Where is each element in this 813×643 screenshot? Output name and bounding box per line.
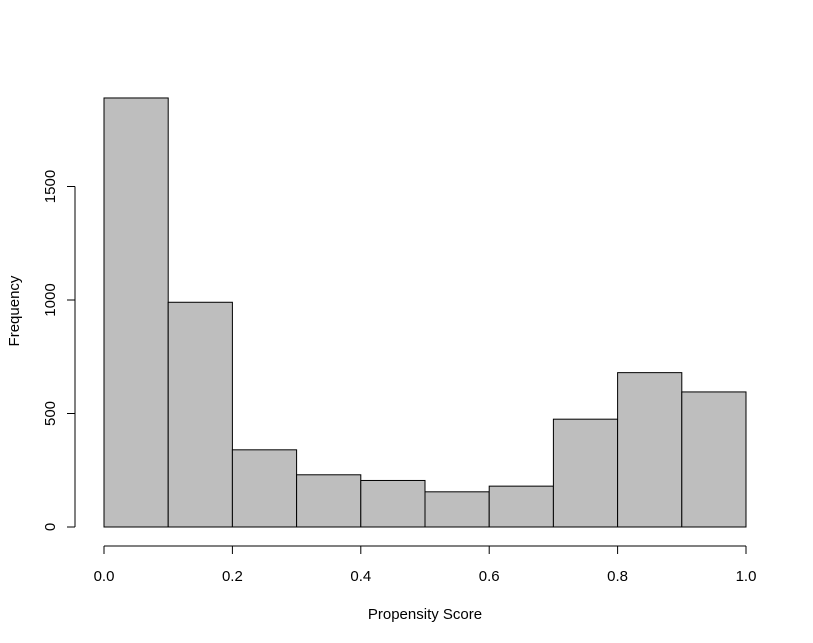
histogram-bar: [296, 474, 362, 528]
histogram-bar: [552, 418, 619, 528]
x-tick-label: 0.8: [607, 568, 628, 585]
histogram-bar: [360, 479, 426, 528]
histogram-bar: [231, 449, 298, 528]
x-axis-title: Propensity Score: [368, 606, 482, 623]
y-axis: 0 500 1000 1500: [42, 170, 76, 531]
y-tick-label: 1000: [42, 283, 59, 316]
x-tick-label: 0.6: [479, 568, 500, 585]
y-tick-label: 0: [42, 523, 59, 531]
y-axis-title: Frequency: [6, 275, 23, 346]
histogram-bar: [167, 301, 233, 528]
x-tick-label: 0.0: [94, 568, 115, 585]
x-tick-label: 0.4: [350, 568, 371, 585]
x-axis: 0.0 0.2 0.4 0.6 0.8 1.0: [94, 545, 757, 585]
histogram-bar: [103, 97, 169, 528]
histogram-bar: [681, 391, 747, 528]
bars-group: [103, 97, 747, 528]
y-tick-label: 1500: [42, 170, 59, 203]
x-tick-label: 0.2: [222, 568, 243, 585]
histogram-bar: [488, 485, 554, 528]
histogram-bar: [424, 491, 490, 528]
y-tick-label: 500: [42, 401, 59, 426]
x-tick-label: 1.0: [736, 568, 757, 585]
histogram-bar: [617, 372, 683, 528]
